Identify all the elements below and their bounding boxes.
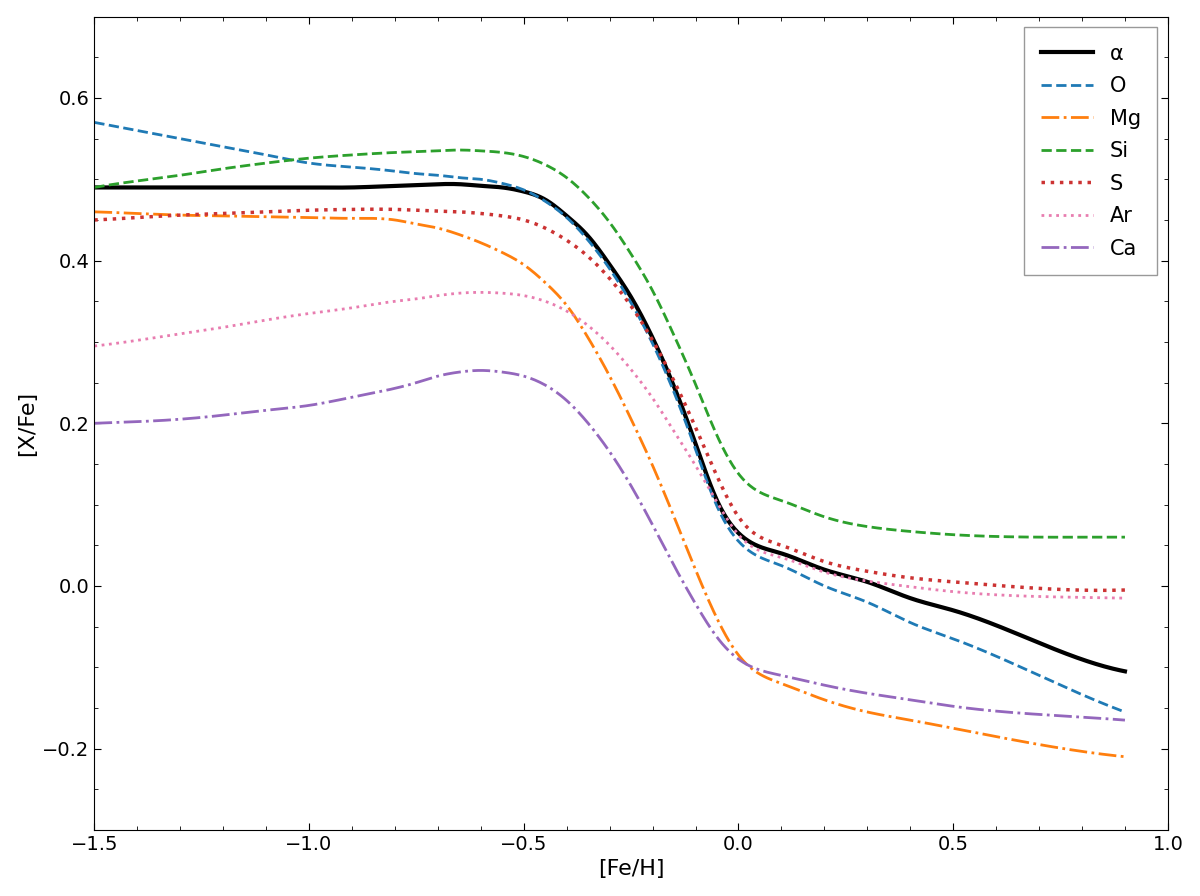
Ca: [352, 391, 366, 401]
Line: Si: Si: [95, 150, 1124, 538]
Si: [352, 149, 366, 159]
α: [696, 461, 710, 471]
Y-axis label: [X/Fe]: [X/Fe]: [17, 391, 37, 456]
Legend: α, O, Mg, Si, S, Ar, Ca: α, O, Mg, Si, S, Ar, Ca: [1025, 27, 1158, 275]
α: [778, 549, 792, 560]
S: [270, 206, 284, 217]
α: [556, 207, 570, 218]
Ar: [556, 304, 570, 314]
Ar: [865, 576, 880, 587]
O: [1117, 707, 1132, 718]
Ca: [1117, 715, 1132, 726]
O: [88, 117, 102, 128]
Ar: [1117, 593, 1132, 604]
Si: [556, 169, 570, 180]
Ar: [778, 553, 792, 564]
Si: [1117, 531, 1132, 542]
Line: O: O: [95, 123, 1124, 712]
Ar: [270, 313, 284, 323]
Si: [865, 521, 880, 532]
Si: [696, 398, 710, 409]
S: [556, 232, 570, 243]
Mg: [352, 213, 366, 224]
α: [352, 182, 366, 193]
Si: [1056, 532, 1070, 543]
Mg: [88, 206, 102, 217]
Ca: [474, 365, 488, 375]
Mg: [863, 707, 877, 718]
X-axis label: [Fe/H]: [Fe/H]: [598, 859, 665, 879]
O: [352, 162, 366, 173]
Mg: [695, 579, 709, 590]
Si: [88, 182, 102, 193]
O: [270, 151, 284, 162]
Line: Mg: Mg: [95, 211, 1124, 757]
Ca: [865, 689, 880, 700]
O: [695, 461, 709, 472]
Ar: [473, 287, 487, 297]
Si: [778, 496, 792, 507]
S: [778, 541, 792, 552]
Mg: [1117, 752, 1132, 762]
Ca: [88, 418, 102, 428]
Ca: [696, 612, 710, 623]
α: [270, 182, 284, 193]
Mg: [775, 678, 790, 689]
α: [1117, 666, 1132, 676]
Line: S: S: [95, 209, 1124, 590]
Si: [270, 157, 284, 168]
Mg: [553, 293, 568, 304]
S: [370, 203, 384, 214]
S: [1093, 585, 1108, 596]
Ar: [352, 301, 366, 312]
S: [696, 440, 710, 451]
α: [443, 178, 457, 189]
O: [863, 599, 877, 609]
Si: [452, 144, 467, 155]
S: [88, 215, 102, 226]
Ar: [88, 340, 102, 351]
O: [553, 207, 568, 218]
S: [352, 204, 366, 215]
Line: α: α: [95, 184, 1124, 671]
Ca: [778, 670, 792, 681]
α: [865, 578, 880, 589]
Line: Ar: Ar: [95, 292, 1124, 599]
S: [1117, 584, 1132, 595]
Mg: [270, 211, 284, 222]
Ca: [556, 392, 570, 402]
Ar: [696, 473, 710, 484]
Line: Ca: Ca: [95, 370, 1124, 720]
S: [865, 567, 880, 578]
O: [775, 561, 790, 572]
Ca: [270, 404, 284, 415]
α: [88, 182, 102, 193]
